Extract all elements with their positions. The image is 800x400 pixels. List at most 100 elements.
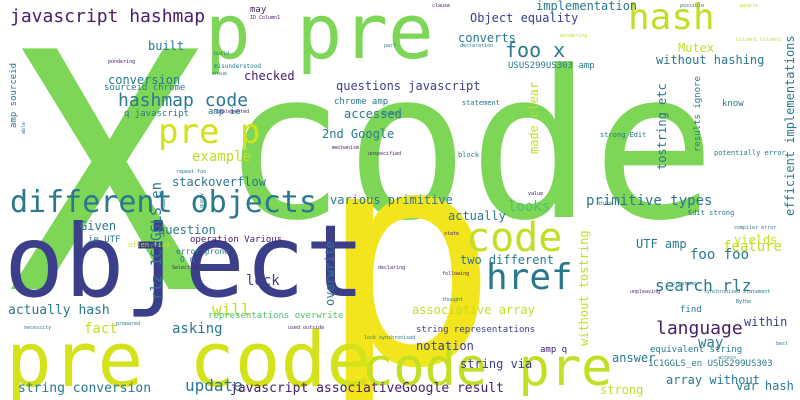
cloud-word: possible bbox=[680, 3, 705, 9]
cloud-word: creating bbox=[672, 281, 697, 287]
cloud-word: amp ie bbox=[208, 107, 241, 117]
cloud-word: prepared bbox=[116, 321, 141, 327]
cloud-word: q javascript bbox=[124, 109, 190, 119]
cloud-word: X bbox=[8, 0, 207, 367]
cloud-word: declaring bbox=[378, 265, 406, 271]
cloud-word: part bbox=[384, 43, 397, 49]
cloud-word: find bbox=[680, 305, 702, 315]
cloud-word: think bbox=[598, 201, 614, 207]
cloud-word: following bbox=[442, 271, 470, 277]
cloud-word: made clear bbox=[527, 81, 541, 154]
cloud-word: associative array bbox=[412, 303, 535, 317]
cloud-word: actually bbox=[448, 209, 506, 223]
cloud-word: error prone bbox=[176, 247, 229, 256]
cloud-word: code bbox=[466, 215, 563, 261]
cloud-word: search rlz bbox=[655, 276, 752, 295]
cloud-word: 1C1GGLS_en USUS299US303 bbox=[648, 359, 773, 369]
cloud-word: string via bbox=[460, 357, 533, 371]
cloud-word: chrome amp bbox=[334, 97, 389, 107]
cloud-word: synchronised statement bbox=[704, 289, 771, 295]
cloud-word: Bythe bbox=[736, 299, 752, 305]
cloud-word: within bbox=[744, 315, 788, 329]
cloud-word: declaration bbox=[460, 43, 494, 49]
cloud-word: compiler error bbox=[734, 225, 777, 231]
cloud-word: code bbox=[222, 28, 716, 266]
cloud-word: p bbox=[318, 85, 499, 400]
cloud-word: mechanism bbox=[332, 145, 360, 151]
cloud-word: javascript hashmap bbox=[10, 6, 206, 27]
cloud-word: pre p bbox=[158, 112, 261, 152]
cloud-word: ensue bbox=[212, 71, 228, 77]
cloud-word: answer bbox=[612, 351, 656, 365]
cloud-word: foo x bbox=[505, 38, 566, 62]
cloud-word: string representations bbox=[416, 325, 536, 335]
cloud-word: way bbox=[698, 335, 724, 351]
cloud-word: representations overwrite bbox=[208, 311, 344, 321]
cloud-word: statement bbox=[462, 99, 500, 107]
cloud-word: able bbox=[21, 121, 27, 134]
cloud-word: feature bbox=[723, 239, 783, 255]
cloud-word: UTF amp bbox=[636, 237, 687, 251]
cloud-word: questions javascript bbox=[336, 79, 481, 93]
cloud-word: sourceid chrome bbox=[104, 83, 186, 93]
cloud-word: yields bbox=[734, 233, 778, 247]
cloud-word: often find bbox=[128, 241, 171, 249]
cloud-word: will bbox=[212, 300, 251, 319]
cloud-word: efficient implementations bbox=[783, 35, 797, 216]
cloud-word: necessity bbox=[24, 325, 52, 331]
cloud-word: pondering bbox=[108, 59, 136, 65]
cloud-word: ie UTF bbox=[88, 235, 121, 245]
cloud-word: hash bbox=[628, 0, 715, 38]
cloud-word: ID Column1 bbox=[250, 15, 281, 21]
cloud-word: foo foo bbox=[690, 247, 750, 263]
cloud-word: equivalent string bbox=[650, 345, 743, 355]
cloud-word: fact bbox=[84, 321, 118, 337]
cloud-word: Select ID bbox=[172, 265, 200, 271]
cloud-word: lock bbox=[246, 273, 280, 289]
cloud-word: access bbox=[718, 355, 737, 361]
cloud-word: value bbox=[528, 191, 544, 197]
cloud-word: without tostring bbox=[577, 230, 591, 346]
cloud-word: Mutex bbox=[678, 41, 715, 55]
cloud-word: primitive types bbox=[586, 193, 713, 209]
cloud-word: unspecified bbox=[368, 151, 402, 157]
cloud-word: checked bbox=[244, 69, 295, 83]
cloud-word: misunderstood bbox=[214, 63, 261, 70]
cloud-word: javascript associativeGoogle result bbox=[230, 381, 504, 396]
cloud-word: amp q bbox=[540, 345, 568, 355]
cloud-word: pre code bbox=[6, 315, 373, 400]
cloud-word: 2nd Google bbox=[322, 127, 395, 141]
cloud-word: accessed bbox=[344, 107, 402, 121]
cloud-word: string conversion bbox=[18, 381, 152, 396]
cloud-word: unpleasing bbox=[630, 289, 661, 295]
cloud-word: conversion bbox=[108, 73, 181, 87]
cloud-word: Edit strong bbox=[688, 209, 735, 217]
cloud-word: notation bbox=[416, 339, 474, 353]
cloud-word: query bbox=[199, 192, 205, 208]
cloud-word: operation Various bbox=[190, 235, 283, 245]
cloud-word: actually hash bbox=[8, 303, 110, 318]
cloud-word: potentially error bbox=[714, 149, 786, 157]
cloud-word: code pre bbox=[362, 338, 613, 398]
cloud-word: Given bbox=[80, 219, 117, 233]
cloud-word: two different bbox=[460, 253, 554, 267]
cloud-word: used outside bbox=[288, 325, 325, 331]
cloud-word: without hashing bbox=[656, 53, 765, 67]
cloud-word: build bbox=[214, 51, 230, 57]
cloud-word: object bbox=[4, 203, 366, 320]
cloud-word: implemented bbox=[216, 109, 250, 115]
cloud-word: Object equality bbox=[470, 11, 579, 25]
cloud-word: different objects bbox=[10, 185, 318, 220]
cloud-word: asking bbox=[172, 321, 223, 337]
cloud-word: strong bbox=[600, 383, 644, 397]
cloud-word: example bbox=[192, 149, 252, 165]
cloud-word: O n bbox=[180, 255, 195, 264]
cloud-word: lock synchronised bbox=[364, 335, 416, 341]
cloud-word: various primitive bbox=[330, 193, 453, 207]
cloud-word: may bbox=[250, 5, 267, 15]
cloud-word: know bbox=[722, 99, 744, 109]
cloud-word: people bbox=[740, 3, 759, 9]
cloud-word: question bbox=[158, 223, 216, 237]
cloud-word: thought bbox=[442, 297, 464, 303]
